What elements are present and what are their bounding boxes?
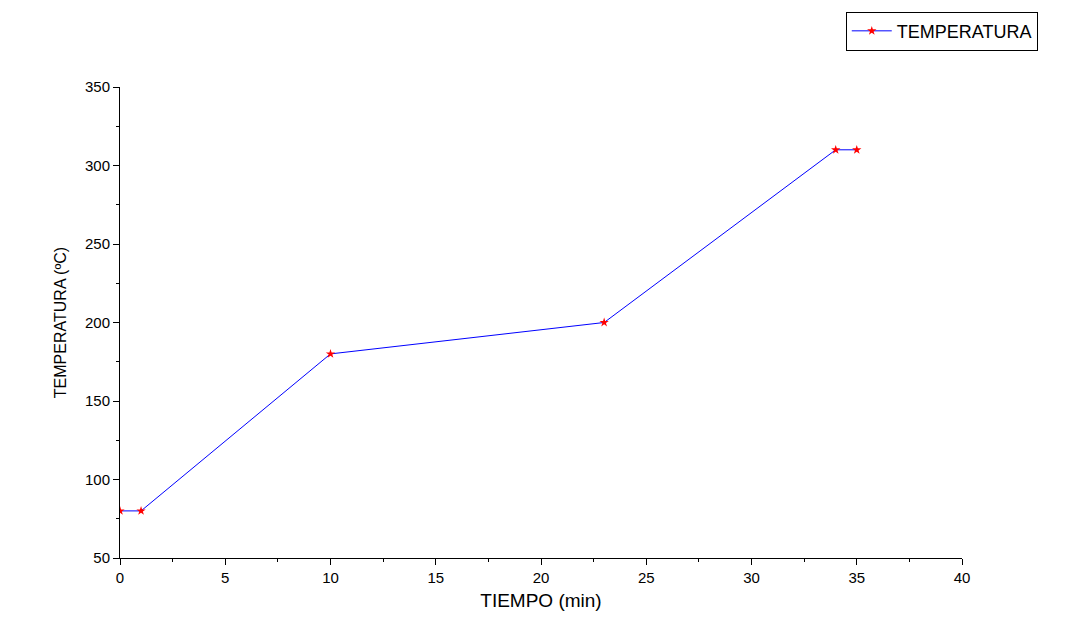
svg-text:0: 0 — [116, 569, 124, 586]
svg-text:50: 50 — [93, 549, 110, 566]
svg-text:10: 10 — [322, 569, 339, 586]
svg-text:200: 200 — [85, 314, 110, 331]
svg-text:5: 5 — [221, 569, 229, 586]
svg-text:35: 35 — [848, 569, 865, 586]
svg-text:15: 15 — [427, 569, 444, 586]
svg-text:25: 25 — [638, 569, 655, 586]
svg-text:TIEMPO (min): TIEMPO (min) — [480, 590, 601, 611]
svg-text:20: 20 — [533, 569, 550, 586]
svg-text:TEMPERATURA: TEMPERATURA — [897, 22, 1032, 42]
svg-text:350: 350 — [85, 78, 110, 95]
svg-text:100: 100 — [85, 471, 110, 488]
svg-text:300: 300 — [85, 157, 110, 174]
svg-text:TEMPERATURA (ºC): TEMPERATURA (ºC) — [52, 247, 69, 398]
svg-text:40: 40 — [954, 569, 971, 586]
svg-text:30: 30 — [743, 569, 760, 586]
svg-text:150: 150 — [85, 392, 110, 409]
svg-text:250: 250 — [85, 235, 110, 252]
